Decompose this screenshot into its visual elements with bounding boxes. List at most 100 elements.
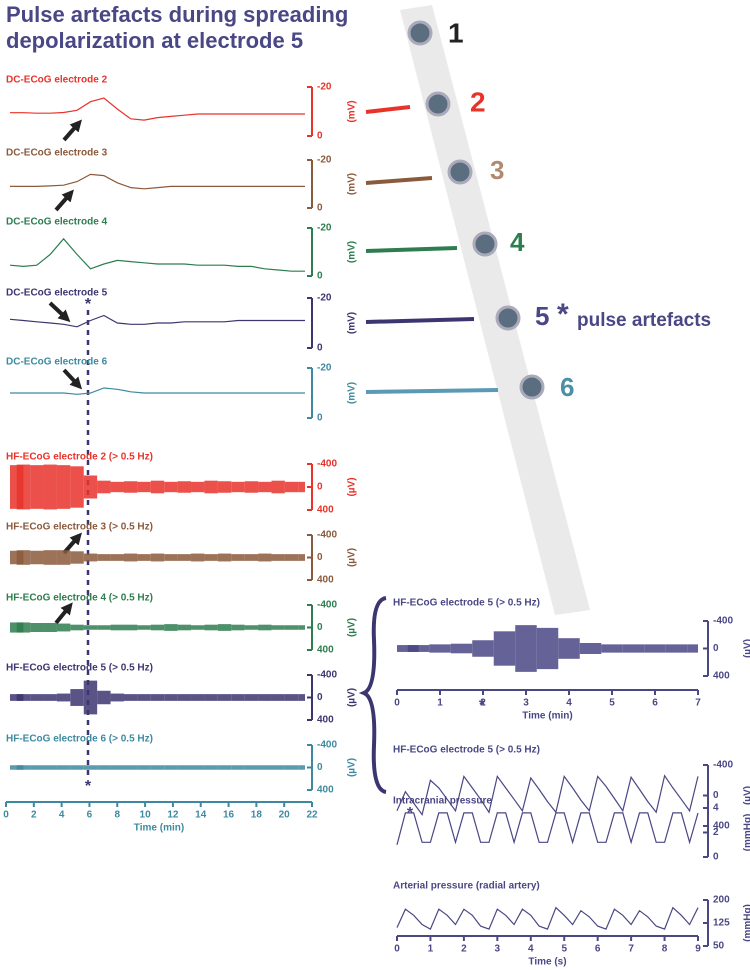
- hf-envelope: [177, 765, 192, 770]
- hf-envelope: [43, 765, 57, 770]
- x-tick-label: 20: [279, 810, 291, 821]
- x-tick-label: 4: [59, 810, 65, 821]
- electrode-contacts: [407, 20, 545, 400]
- hf-envelope: [43, 694, 57, 701]
- hf-envelope: [164, 554, 178, 561]
- panel-title: DC-ECoG electrode 5: [6, 288, 108, 299]
- x-tick-label: 6: [595, 944, 601, 955]
- electrode-label: 5: [535, 301, 549, 331]
- hf-envelope: [258, 481, 272, 493]
- hf-envelope: [217, 553, 232, 562]
- hf-envelope: [150, 480, 165, 494]
- panel-title: HF-ECoG electrode 5 (> 0.5 Hz): [393, 598, 540, 609]
- hf-envelope: [97, 765, 111, 770]
- trace: [9, 237, 305, 272]
- hf-envelope: [110, 554, 124, 561]
- hf-envelope: [123, 694, 138, 701]
- hf-envelope: [150, 694, 165, 701]
- hf-envelope: [16, 550, 31, 565]
- hf-envelope: [204, 624, 218, 631]
- hf-envelope: [123, 481, 138, 493]
- hf-envelope: [16, 694, 31, 701]
- y-axis-label: (µV): [347, 758, 358, 777]
- panel-title: Intracranial pressure: [393, 796, 492, 807]
- y-tick-label: 2: [713, 827, 719, 838]
- hf-envelope: [231, 481, 245, 493]
- hf-envelope: [687, 644, 698, 653]
- y-axis-label: (µV): [347, 477, 358, 496]
- hf-envelope: [217, 694, 232, 701]
- hf-envelope: [665, 644, 688, 653]
- hf-envelope: [16, 765, 31, 770]
- hf-envelope: [204, 554, 218, 561]
- hf-envelope: [429, 644, 451, 653]
- x-tick-label: 10: [140, 810, 152, 821]
- y-tick-label: 0: [317, 413, 323, 424]
- panel-title: DC-ECoG electrode 4: [6, 217, 108, 228]
- y-tick-label: 400: [317, 575, 334, 586]
- trace: [396, 812, 699, 845]
- hf-envelope: [472, 640, 494, 657]
- trace: [10, 97, 305, 121]
- hf-envelope: [56, 765, 71, 770]
- x-tick-label: 0: [394, 698, 400, 709]
- electrode-strip: [400, 5, 590, 615]
- panel-title: HF-ECoG electrode 6 (> 0.5 Hz): [6, 734, 153, 745]
- hf-envelope: [450, 643, 473, 654]
- x-tick-label: 6: [87, 810, 93, 821]
- hf-envelope: [244, 554, 259, 561]
- hf-envelope: [231, 624, 245, 631]
- y-tick-label: -20: [317, 363, 332, 374]
- hf-envelope: [123, 553, 138, 562]
- trace: [396, 774, 699, 816]
- y-tick-label: 400: [713, 821, 730, 832]
- x-tick-label: 12: [167, 810, 179, 821]
- y-axis-label: (µV): [743, 786, 750, 805]
- y-tick-label: 0: [317, 622, 323, 633]
- hf-envelope: [56, 693, 71, 702]
- y-tick-label: -20: [317, 223, 332, 234]
- x-tick-label: 2: [461, 944, 467, 955]
- hf-envelope: [407, 645, 430, 652]
- hf-envelope: [137, 765, 151, 770]
- hf-envelope: [271, 694, 285, 701]
- hf-envelope: [164, 765, 178, 770]
- y-tick-label: -400: [713, 616, 733, 627]
- panel-title: DC-ECoG electrode 6: [6, 357, 108, 368]
- hf-envelope: [579, 643, 602, 654]
- hf-envelope: [137, 481, 151, 493]
- y-axis-label: (mmHg): [743, 904, 750, 942]
- hf-envelope: [30, 623, 44, 632]
- hf-envelope: [515, 625, 537, 672]
- hf-envelope: [493, 631, 516, 666]
- y-tick-label: -400: [317, 600, 337, 611]
- hf-envelope: [298, 765, 305, 770]
- electrode-label: 2: [470, 86, 486, 117]
- hf-envelope: [298, 481, 305, 493]
- hf-envelope: [83, 680, 98, 715]
- hf-envelope: [244, 765, 259, 770]
- x-tick-label: 1: [428, 944, 434, 955]
- hf-envelope: [70, 765, 84, 770]
- y-axis-label: (mmHg): [743, 814, 750, 852]
- y-axis-label: (mV): [347, 241, 358, 263]
- y-tick-label: 400: [317, 785, 334, 796]
- y-axis-label: (µV): [347, 618, 358, 637]
- hf-envelope: [164, 694, 178, 701]
- x-tick-label: 8: [662, 944, 668, 955]
- annotation-star: *: [407, 805, 414, 822]
- x-tick-label: 14: [195, 810, 207, 821]
- hf-envelope: [191, 625, 205, 630]
- hf-envelope: [97, 690, 111, 705]
- y-tick-label: 125: [713, 918, 730, 929]
- y-tick-label: 0: [317, 482, 323, 493]
- hf-envelope: [137, 554, 151, 561]
- electrode-label: 6: [560, 372, 574, 402]
- hf-envelope: [217, 481, 232, 493]
- x-axis-label: Time (min): [134, 823, 184, 834]
- hf-envelope: [177, 624, 192, 631]
- y-tick-label: -20: [317, 293, 332, 304]
- hf-envelope: [191, 553, 205, 562]
- hf-envelope: [191, 765, 205, 770]
